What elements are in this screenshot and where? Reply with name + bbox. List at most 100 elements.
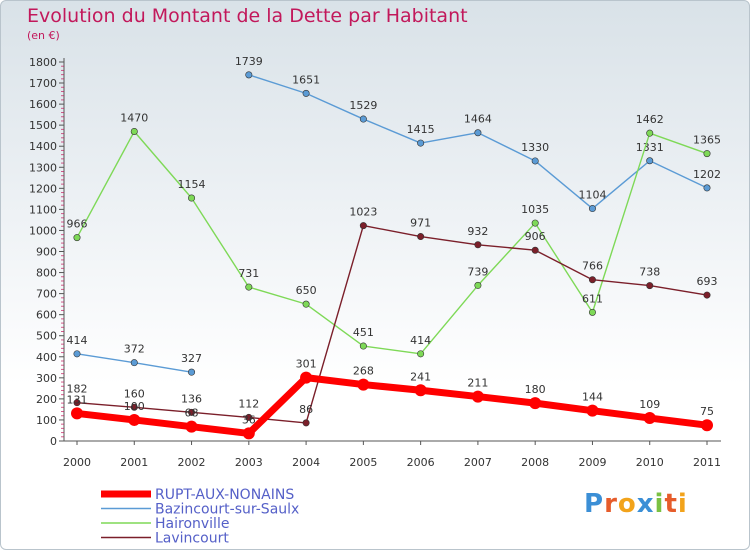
y-tick-label: 1700 [29,77,57,90]
chart-subtitle: (en €) [27,29,60,42]
series-bazincourt-sur-saulx: 414 372 327 1739 1651 1529 1415 1464 1330 1104 133… [67,55,721,376]
data-label: 1154 [178,178,206,191]
data-point [474,129,482,137]
logo-letter: x [636,489,655,519]
y-tick-label: 800 [36,267,57,280]
x-tick-label: 2006 [407,456,435,469]
legend-label: RUPT-AUX-NONAINS [155,487,294,503]
data-label: 180 [525,383,546,396]
data-label: 182 [67,383,88,396]
data-label: 131 [67,393,88,406]
data-point [646,157,654,165]
logo-letter: i [654,489,665,519]
x-tick-label: 2008 [521,456,549,469]
data-point [130,403,138,411]
axes: 0 100 200 300 400 500 600 700 800 900 1000 1100 1200… [29,56,721,469]
data-point [302,89,310,97]
data-label: 268 [353,365,374,378]
data-label: 75 [700,405,714,418]
series-line [73,374,711,437]
y-tick-label: 1500 [29,119,57,132]
data-label: 100 [124,400,145,413]
logo-letter: i [677,489,688,519]
data-label: 112 [238,397,259,410]
data-point [359,222,367,230]
logo-letter: t [664,489,678,519]
x-tick-label: 2007 [464,456,492,469]
data-label: 932 [467,225,488,238]
x-tick-label: 2009 [578,456,606,469]
data-point [71,407,83,420]
data-label: 1023 [349,206,377,219]
y-tick-label: 1600 [29,98,57,111]
data-point [300,371,313,384]
y-tick-label: 200 [36,393,57,406]
legend-label: Bazincourt-sur-Saulx [155,502,299,518]
y-tick-label: 300 [36,372,57,385]
data-label: 144 [582,391,603,404]
data-label: 36 [242,413,256,426]
y-tick-label: 600 [36,309,57,322]
data-label: 1365 [693,134,721,147]
data-label: 1651 [292,73,320,86]
data-label: 1330 [521,141,549,154]
data-point [417,350,425,358]
y-tick-label: 1000 [29,224,57,237]
data-label: 372 [124,343,145,356]
x-tick-label: 2010 [636,456,664,469]
data-label: 160 [124,387,145,400]
x-tick-label: 2011 [693,456,721,469]
data-label: 211 [467,377,488,390]
x-tick-label: 2003 [235,456,263,469]
data-point [188,194,196,202]
data-point [242,427,255,440]
data-point [703,184,711,192]
data-label: 136 [181,392,202,405]
legend-label: Haironville [155,516,229,532]
data-point [185,420,198,433]
data-point [588,308,596,316]
data-point [588,205,596,213]
data-point [529,397,542,410]
data-point [531,246,539,254]
y-tick-label: 1200 [29,182,57,195]
x-tick-label: 2004 [292,456,320,469]
data-label: 109 [639,398,660,411]
series-layer: 414 372 327 1739 1651 1529 1415 1464 1330 1104 133… [67,55,721,440]
data-point [128,413,141,426]
y-tick-label: 1100 [29,203,57,216]
data-label: 1104 [578,189,606,202]
y-tick-label: 1300 [29,161,57,174]
data-label: 731 [238,267,259,280]
series-rupt-aux-nonains: 131 100 68 36 301 268 241 211 180 144 109 75 [67,358,714,440]
data-point [359,115,367,123]
y-tick-label: 900 [36,246,57,259]
data-label: 327 [181,352,202,365]
data-point [302,300,310,308]
data-point [188,408,196,416]
data-label: 1202 [693,168,721,181]
data-point [302,419,310,427]
data-point [703,150,711,158]
series-line [76,224,708,424]
y-tick-label: 0 [50,435,57,448]
data-point [531,157,539,165]
data-label: 650 [296,284,317,297]
legend: RUPT-AUX-NONAINSBazincourt-sur-SaulxHair… [101,487,299,547]
data-point [417,233,425,241]
logo-letter: P [584,489,605,519]
proxiti-logo: Proxiti [584,489,688,519]
data-label: 1415 [407,123,435,136]
data-label: 301 [296,358,317,371]
data-label: 1739 [235,55,263,68]
data-label: 693 [697,275,718,288]
data-point [646,282,654,290]
data-point [73,399,81,407]
data-point [531,219,539,227]
data-point [130,127,138,135]
logo-letter: r [604,489,618,519]
y-tick-label: 500 [36,330,57,343]
data-point [701,419,713,432]
